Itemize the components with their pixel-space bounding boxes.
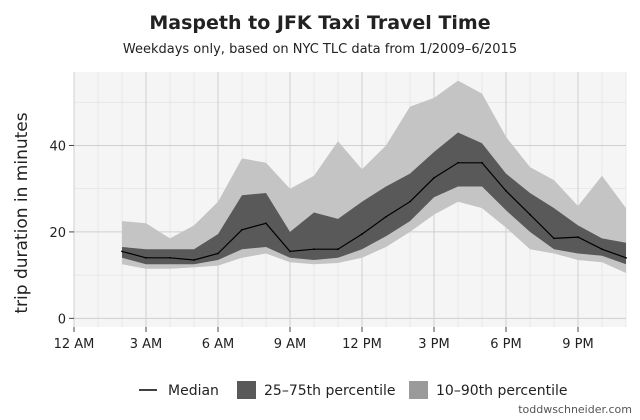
median-point [145,256,147,259]
median-point [361,233,363,235]
median-point [289,250,291,253]
median-point [409,200,411,203]
median-point [601,248,603,251]
legend-swatch-10-90 [409,381,428,399]
median-point [553,237,555,240]
y-tick-label: 0 [58,312,66,327]
median-point [313,248,315,251]
median-point [121,250,123,253]
median-point [241,228,243,231]
median-point [529,213,531,216]
median-point [433,176,435,179]
x-tick-label: 12 PM [342,337,382,352]
x-tick-label: 12 AM [54,337,95,352]
y-tick-label: 20 [49,226,66,241]
legend-swatch-25-75 [237,381,256,399]
median-point [457,161,459,164]
median-point [265,222,267,225]
median-line [121,162,627,261]
median-point [577,236,579,239]
median-point [385,215,387,218]
median-point [193,259,195,261]
band-25-75th-percentile [122,132,626,265]
median-point [505,189,507,192]
legend-label-25-75: 25–75th percentile [264,383,395,399]
median-point [481,161,483,164]
chart-title: Maspeth to JFK Taxi Travel Time [149,12,491,34]
median-point [337,248,339,251]
x-tick-label: 6 AM [202,337,235,352]
y-tick-label: 40 [49,139,66,154]
x-tick-label: 3 AM [130,337,163,352]
x-tick-label: 6 PM [490,337,521,352]
chart-subtitle: Weekdays only, based on NYC TLC data fro… [122,42,518,57]
credit-text: toddwschneider.com [518,403,632,416]
x-tick-label: 3 PM [418,337,449,352]
median-point [217,252,219,255]
legend-label-10-90: 10–90th percentile [436,383,567,399]
median-point [625,256,627,259]
x-tick-label: 9 AM [274,337,307,352]
legend-label-median: Median [168,383,219,399]
median-point [169,256,171,259]
x-tick-label: 9 PM [562,337,593,352]
